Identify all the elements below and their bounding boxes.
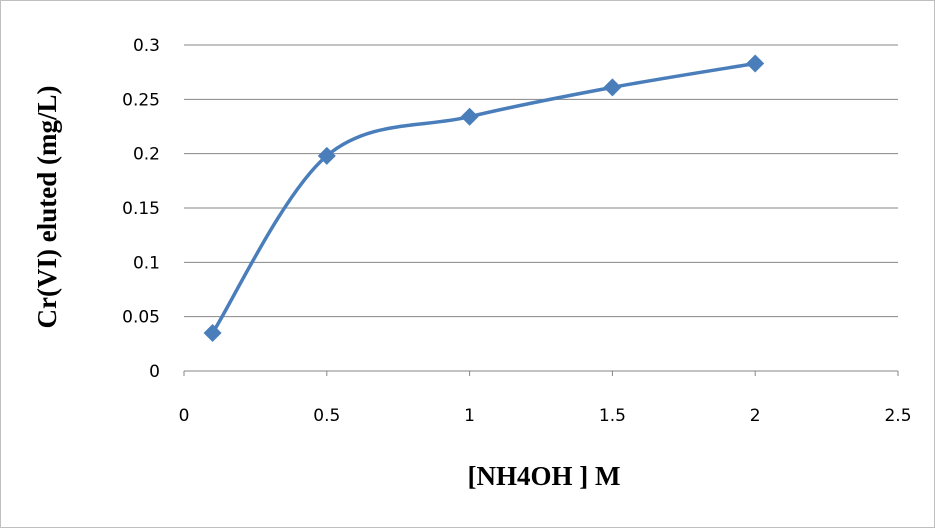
x-axis-title: [NH4OH ] M [468,461,621,491]
y-tick-labels: 0 0.05 0.1 0.15 0.2 0.25 0.3 [122,36,160,382]
y-tick-label: 0.15 [122,199,160,219]
y-axis-title: Cr(VI) eluted (mg/L) [32,86,62,329]
x-tick-label: 0.5 [313,406,340,426]
y-tick-label: 0.1 [133,253,160,273]
y-tick-label: 0.3 [133,36,160,56]
x-tick-label: 1 [464,406,475,426]
y-tick-label: 0.05 [122,308,160,328]
data-point-marker [603,78,622,97]
data-point-marker [460,107,479,126]
x-tick-label: 0 [179,406,190,426]
x-tick-label: 2.5 [884,406,911,426]
series-line [210,61,757,335]
data-point-marker [317,146,336,165]
y-tick-label: 0.2 [133,145,160,165]
x-tick-label: 1.5 [599,406,626,426]
y-tick-label: 0 [149,362,160,382]
gridlines [184,44,898,318]
markers [203,54,765,342]
axes [183,370,899,376]
y-tick-label: 0.25 [122,90,160,110]
x-tick-labels: 0 0.5 1 1.5 2 2.5 [179,406,912,426]
series [210,61,757,335]
x-tick-label: 2 [750,406,761,426]
data-point-marker [203,323,222,342]
data-point-marker [746,54,765,73]
